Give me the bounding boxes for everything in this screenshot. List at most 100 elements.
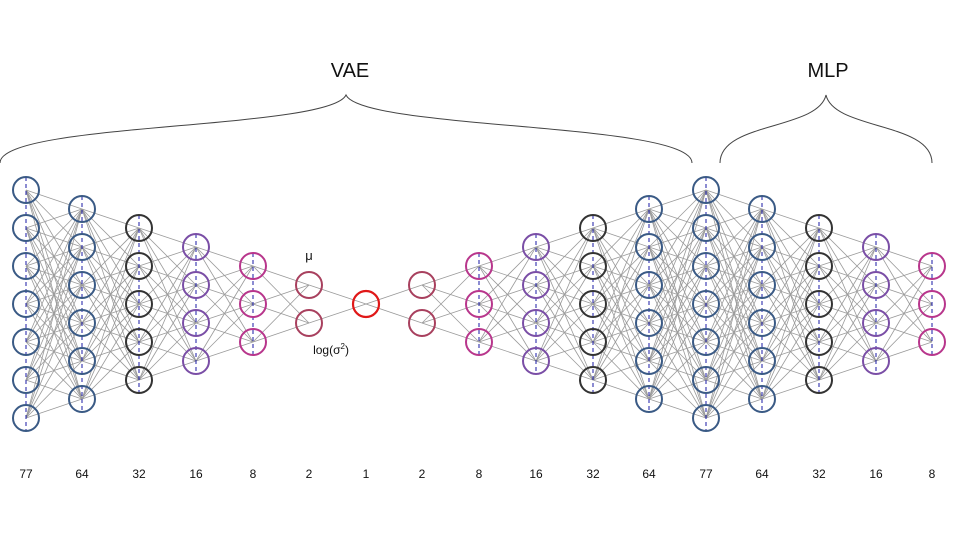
neuron-node [125,214,153,242]
connection-edge [592,208,650,305]
neuron-node [805,290,833,318]
connection-edge [252,284,310,305]
connection-edge [818,246,877,343]
connection-edge [81,227,140,362]
connection-edge [592,208,650,229]
neuron-node [465,290,493,318]
connection-edge [875,246,933,267]
neuron-node [239,328,267,356]
connection-edge [138,284,197,381]
neuron-node [12,290,40,318]
neuron-node [68,233,96,261]
connection-edge [138,246,197,343]
connection-edge [535,227,594,362]
neuron-node [748,385,776,413]
connection-edge [138,246,197,267]
neuron-node [182,347,210,375]
neuron-node [522,233,550,261]
neuron-node [635,309,663,337]
neuron-node [748,347,776,375]
connection-edge [252,265,310,286]
connection-edge [648,189,707,210]
connection-edge [535,227,594,248]
neuron-node [125,252,153,280]
connection-edge [761,227,820,362]
section-braces [0,93,933,164]
connection-edge [535,360,594,381]
connection-edge [875,341,933,362]
neuron-node [68,385,96,413]
mu-label: μ [305,248,313,263]
layer-size-label: 8 [929,467,936,481]
neuron-node [68,347,96,375]
connection-edge [761,303,820,400]
neuron-node [692,328,720,356]
neuron-node [522,271,550,299]
neuron-node [692,404,720,432]
connection-edge [25,208,83,419]
connection-edge [818,246,877,381]
connection-edge [81,379,140,400]
neuron-node [12,404,40,432]
neuron-node [805,252,833,280]
neuron-node [295,271,323,299]
neuron-node [125,290,153,318]
neuron-node [579,290,607,318]
layer-size-label: 1 [363,467,370,481]
connection-edge [308,284,367,305]
connection-edge [648,189,707,286]
connection-edge [818,246,877,267]
connection-edge [478,322,537,343]
vae-label: VAE [331,60,370,82]
connection-edge [592,246,650,381]
mlp-brace [719,94,933,164]
layer-size-labels: 77 64 32 16 8 2 1 2 8 16 32 64 77 64 32 16 8 [19,467,935,481]
neuron-node [692,252,720,280]
neuron-node [295,309,323,337]
connection-edge [761,227,820,248]
neuron-node [805,328,833,356]
connection-edge [25,398,83,419]
neuron-node [182,271,210,299]
connection-edge [705,398,763,419]
connection-edge [648,379,707,400]
neuron-node [351,289,381,319]
neuron-node [635,347,663,375]
layer-size-label: 32 [812,467,826,481]
neuron-node [862,347,890,375]
neuron-node [12,366,40,394]
connection-edge [648,265,707,400]
layer-size-label: 64 [75,467,89,481]
layer-size-label: 16 [869,467,883,481]
layer-size-label: 64 [642,467,656,481]
connection-edge [81,227,140,248]
connection-edge [761,379,820,400]
connection-edge [705,322,763,419]
neuron-node [918,290,946,318]
layer-size-label: 2 [419,467,426,481]
neuron-node [579,214,607,242]
neuron-node [635,233,663,261]
connection-edge [761,265,820,400]
neuron-node [692,176,720,204]
neuron-node [239,290,267,318]
connection-edge [648,189,707,400]
connection-edge [478,246,537,267]
neuron-node [465,328,493,356]
neuron-node [182,233,210,261]
connection-edge [592,284,650,381]
layer-size-label: 77 [699,467,713,481]
connection-edge [81,208,140,229]
connection-edge [761,227,820,324]
connection-edge [421,322,480,343]
connection-edge [478,341,537,362]
connection-edge [705,208,763,419]
neuron-node [805,366,833,394]
connection-edge [818,227,877,248]
connection-edge [25,208,83,229]
neuron-node [579,252,607,280]
neuron-node [635,195,663,223]
neuron-node [748,233,776,261]
neuron-node [125,366,153,394]
